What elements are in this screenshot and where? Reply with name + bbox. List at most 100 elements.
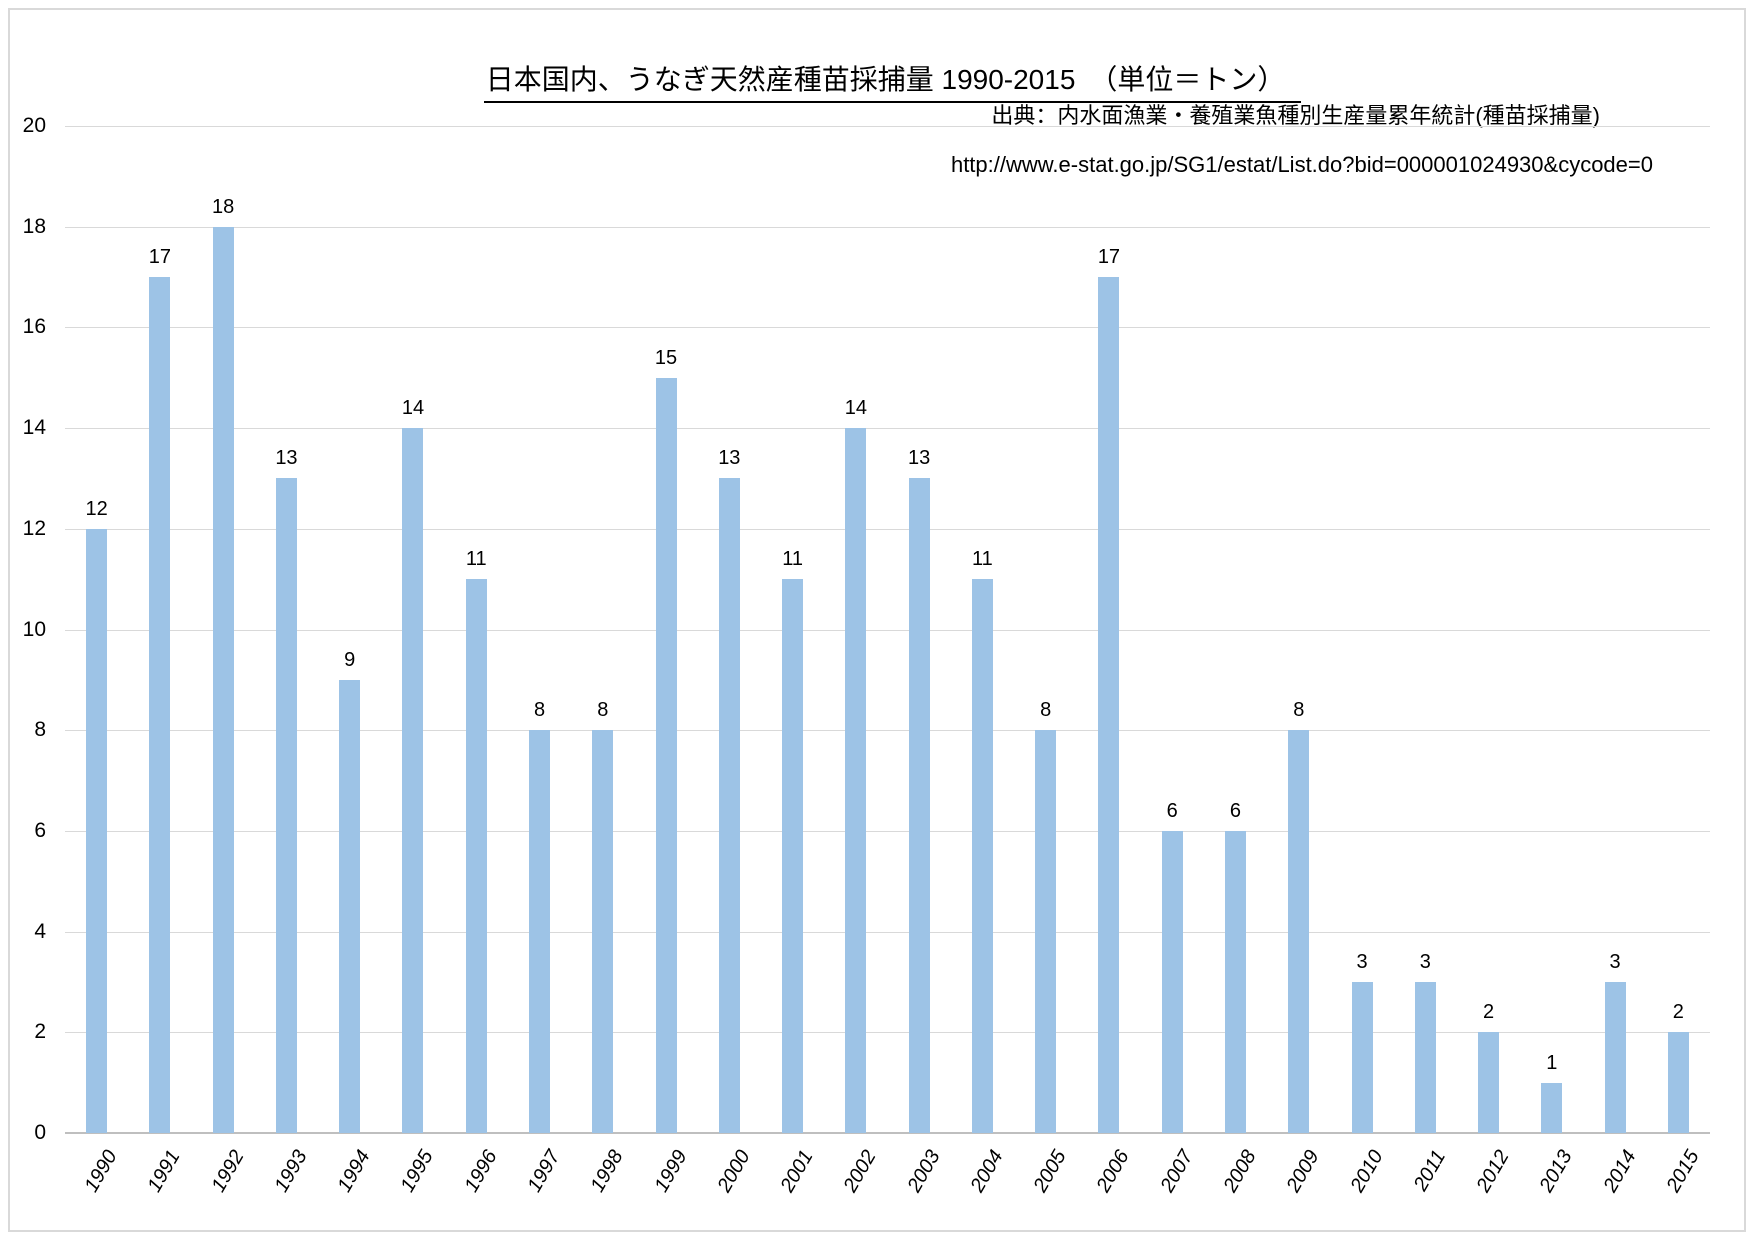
bar-2005 — [1035, 730, 1057, 1133]
bar-value-label: 14 — [844, 397, 867, 420]
x-axis-tick-label: 1997 — [523, 1146, 565, 1197]
bar-value-label: 3 — [1609, 950, 1621, 973]
bar-1996 — [465, 579, 487, 1133]
y-axis-tick-label: 10 — [22, 617, 46, 641]
bar-value-label: 8 — [533, 699, 546, 722]
bar-value-label: 11 — [972, 548, 993, 571]
x-axis-tick-label: 1996 — [460, 1146, 502, 1197]
bar-2000 — [718, 478, 740, 1133]
bar-2004 — [971, 579, 993, 1133]
bar-1990 — [86, 528, 108, 1133]
bar-value-label: 3 — [1356, 950, 1368, 973]
chart-title-text: 日本国内、うなぎ天然産種苗採捕量 1990-2015 （単位＝トン） — [483, 62, 1302, 103]
gridline — [65, 1032, 1710, 1034]
bar-1999 — [655, 377, 677, 1133]
bar-value-label: 13 — [718, 447, 741, 470]
x-axis-tick-label: 2002 — [839, 1146, 882, 1197]
bar-2015 — [1667, 1032, 1689, 1133]
y-axis-tick-label: 6 — [34, 818, 46, 842]
y-axis-tick-label: 4 — [34, 919, 46, 943]
x-axis-tick-label: 2013 — [1535, 1146, 1578, 1197]
x-axis-tick-label: 1993 — [270, 1146, 312, 1197]
bar-1993 — [275, 478, 297, 1133]
bar-2014 — [1604, 981, 1626, 1133]
gridline — [65, 327, 1710, 329]
bar-1995 — [402, 428, 424, 1133]
bar-value-label: 11 — [782, 548, 803, 571]
bar-value-label: 14 — [401, 397, 425, 420]
bar-2007 — [1161, 830, 1183, 1133]
gridline — [65, 528, 1710, 530]
bar-value-label: 6 — [1229, 799, 1242, 822]
source-note: 出典：内水面漁業・養殖業魚種別生産量累年統計(種苗採捕量) — [991, 103, 1600, 128]
gridline — [65, 629, 1710, 631]
bar-1991 — [149, 277, 171, 1133]
bar-1994 — [339, 679, 361, 1133]
x-axis-tick-label: 1995 — [396, 1146, 439, 1197]
bar-1997 — [529, 730, 551, 1133]
y-axis-tick-label: 18 — [22, 214, 46, 238]
bar-2002 — [845, 428, 867, 1133]
bar-value-label: 17 — [1097, 246, 1121, 269]
gridline — [65, 830, 1710, 832]
x-axis-tick-label: 1999 — [649, 1146, 692, 1197]
bar-value-label: 8 — [1293, 699, 1305, 722]
y-axis-tick-label: 2 — [34, 1020, 46, 1044]
x-axis-tick-label: 2005 — [1029, 1146, 1071, 1197]
x-axis-tick-label: 2008 — [1219, 1146, 1261, 1197]
bar-value-label: 12 — [85, 497, 108, 520]
gridline — [65, 226, 1710, 228]
bar-value-label: 8 — [1040, 699, 1052, 722]
y-axis-tick-label: 0 — [34, 1121, 46, 1144]
x-axis-tick-label: 2001 — [776, 1146, 818, 1197]
bar-value-label: 2 — [1482, 1001, 1495, 1024]
x-axis-tick-label: 2004 — [966, 1146, 1008, 1197]
x-axis-tick-label: 2006 — [1092, 1146, 1135, 1197]
y-axis-tick-label: 12 — [22, 516, 46, 540]
bar-2003 — [908, 478, 930, 1133]
x-axis-tick-label: 2009 — [1282, 1146, 1324, 1197]
bar-1998 — [592, 730, 614, 1133]
y-axis-tick-label: 20 — [22, 114, 46, 137]
bar-2009 — [1288, 730, 1310, 1133]
bar-2006 — [1098, 277, 1120, 1133]
gridline — [65, 931, 1710, 933]
y-axis-tick-label: 16 — [22, 315, 46, 339]
source-url: http://www.e-stat.go.jp/SG1/estat/List.d… — [950, 152, 1653, 177]
bar-2001 — [782, 579, 804, 1133]
x-axis-tick-label: 2014 — [1598, 1146, 1641, 1197]
gridline — [65, 730, 1710, 732]
bar-1992 — [212, 226, 234, 1133]
bar-value-label: 17 — [148, 246, 172, 269]
x-axis-tick-label: 2010 — [1345, 1146, 1388, 1197]
bar-value-label: 3 — [1419, 950, 1431, 973]
bar-value-label: 13 — [275, 447, 298, 470]
x-axis-tick-label: 2007 — [1156, 1146, 1198, 1197]
x-axis-tick-label: 2012 — [1472, 1146, 1514, 1197]
gridline — [65, 428, 1710, 430]
bar-value-label: 1 — [1546, 1051, 1558, 1074]
bar-value-label: 15 — [654, 346, 678, 369]
x-axis-tick-label: 1991 — [143, 1146, 186, 1197]
x-axis-line — [65, 1132, 1710, 1134]
bar-2010 — [1351, 981, 1373, 1133]
bar-value-label: 11 — [465, 548, 487, 571]
y-axis-tick-label: 8 — [34, 718, 46, 742]
x-axis-tick-label: 1994 — [333, 1146, 375, 1197]
y-axis-tick-label: 14 — [22, 416, 46, 440]
bar-2011 — [1414, 981, 1436, 1133]
x-axis-tick-label: 2000 — [713, 1146, 755, 1197]
bar-value-label: 8 — [597, 699, 609, 722]
x-axis-tick-label: 2015 — [1662, 1146, 1704, 1197]
bar-2013 — [1541, 1082, 1563, 1133]
bar-2012 — [1478, 1032, 1500, 1133]
bar-value-label: 2 — [1672, 1001, 1684, 1024]
bar-value-label: 6 — [1166, 799, 1178, 822]
bar-value-label: 13 — [908, 447, 931, 470]
x-axis-tick-label: 1990 — [80, 1146, 122, 1197]
x-axis-tick-label: 1998 — [586, 1146, 628, 1197]
bar-2008 — [1224, 830, 1246, 1133]
bar-value-label: 9 — [344, 648, 356, 671]
plot-area: 12 1990 17 1991 18 1992 13 1993 9 1994 14 1995 11 199… — [65, 126, 1710, 1196]
